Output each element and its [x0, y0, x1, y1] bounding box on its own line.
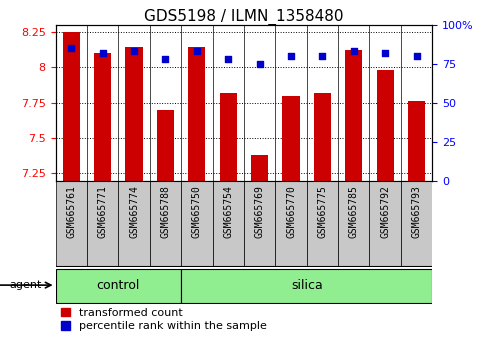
Bar [283, 96, 299, 181]
Point [161, 56, 170, 62]
Bar [157, 110, 174, 181]
Bar [345, 50, 362, 181]
Point [382, 50, 389, 56]
Bar [307, 181, 338, 267]
Text: agent: agent [10, 280, 42, 290]
Point [319, 53, 327, 59]
Text: GSM665761: GSM665761 [66, 185, 76, 238]
Bar [118, 181, 150, 267]
Bar [220, 93, 237, 181]
Bar [56, 269, 181, 303]
Text: GSM665750: GSM665750 [192, 185, 202, 238]
Bar [275, 181, 307, 267]
Bar [213, 181, 244, 267]
Bar [126, 47, 142, 181]
Bar [87, 181, 118, 267]
Point [193, 48, 201, 54]
Bar [181, 269, 432, 303]
Text: control: control [97, 279, 140, 292]
Text: GSM665770: GSM665770 [286, 185, 296, 238]
Point [412, 53, 420, 59]
Bar [251, 155, 268, 181]
Text: GSM665769: GSM665769 [255, 185, 265, 238]
Bar [401, 181, 432, 267]
Point [68, 45, 75, 51]
Bar [150, 181, 181, 267]
Bar [94, 53, 111, 181]
Title: GDS5198 / ILMN_1358480: GDS5198 / ILMN_1358480 [144, 8, 344, 25]
Point [287, 53, 295, 59]
Text: GSM665754: GSM665754 [223, 185, 233, 238]
Bar [408, 101, 425, 181]
Text: GSM665771: GSM665771 [98, 185, 108, 238]
Legend: transformed count, percentile rank within the sample: transformed count, percentile rank withi… [61, 308, 267, 331]
Point [224, 56, 232, 62]
Text: GSM665793: GSM665793 [412, 185, 422, 238]
Text: GSM665792: GSM665792 [380, 185, 390, 238]
Bar [377, 70, 394, 181]
Point [130, 48, 138, 54]
Text: GSM665785: GSM665785 [349, 185, 359, 238]
Bar [369, 181, 401, 267]
Point [99, 50, 107, 56]
Point [256, 61, 264, 67]
Bar [338, 181, 369, 267]
Bar [63, 32, 80, 181]
Point [350, 48, 357, 54]
Text: silica: silica [291, 279, 323, 292]
Text: GSM665775: GSM665775 [317, 185, 327, 238]
Bar [188, 47, 205, 181]
Bar [314, 93, 331, 181]
Bar [181, 181, 213, 267]
Text: GSM665788: GSM665788 [160, 185, 170, 238]
Text: GSM665774: GSM665774 [129, 185, 139, 238]
Bar [244, 181, 275, 267]
Bar [56, 181, 87, 267]
